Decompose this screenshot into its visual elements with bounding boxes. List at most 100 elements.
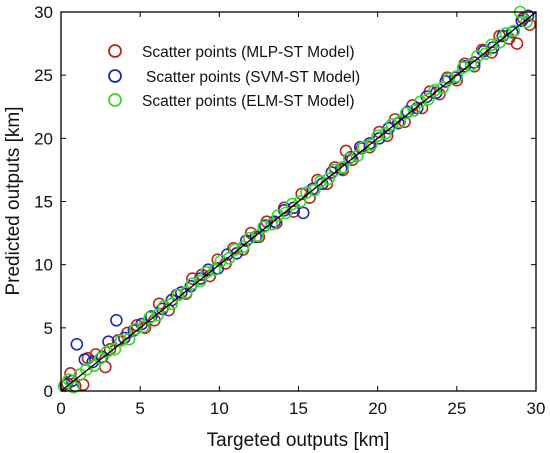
x-axis-label: Targeted outputs [km] [207,430,390,451]
scatter-point-series-3 [371,129,384,143]
scatter-point-series-2 [249,230,263,244]
scatter-point-series-3 [407,104,421,117]
scatter-point-series-3 [293,195,307,208]
scatter-point-series-3 [257,220,270,234]
scatter-point-series-2 [110,313,123,327]
y-tick-label: 0 [44,382,53,401]
scatter-point-series-3 [350,149,364,163]
scatter-point-series-2 [175,286,188,299]
scatter-point-series-2 [410,101,424,115]
scatter-point-series-3 [464,58,478,72]
scatter-point-series-3 [285,197,299,211]
x-tick-label: 5 [135,399,144,418]
scatter-point-series-3 [422,92,435,106]
scatter-point-series-3 [265,217,278,231]
scatter-point-series-3 [214,254,228,268]
y-tick-label: 5 [44,319,53,338]
reference-line [60,11,537,392]
scatter-point-series-3 [228,243,242,256]
scatter-point-series-3 [507,24,521,38]
scatter-point-series-1 [64,367,77,380]
scatter-point-series-3 [271,209,285,222]
scatter-point-series-3 [428,84,441,97]
scatter-point-series-3 [414,95,427,108]
scatter-point-series-2 [70,337,84,351]
data-points-layer [57,5,536,394]
x-tick-label: 25 [447,399,466,418]
scatter-point-series-3 [251,229,264,242]
scatter-point-series-3 [94,351,107,365]
y-axis-ticks: 0 5 10 15 20 25 30 [34,3,536,401]
scatter-point-series-3 [479,47,492,60]
scatter-point-series-3 [243,231,256,245]
scatter-point-series-3 [393,115,407,129]
legend-label-series-3: Scatter points (ELM-ST Model) [142,93,354,110]
scatter-point-series-3 [493,36,506,49]
scatter-point-series-3 [200,265,213,279]
scatter-point-series-3 [499,27,513,40]
y-tick-label: 30 [34,3,53,22]
scatter-point-series-3 [456,61,470,74]
scatter-point-series-3 [157,300,171,313]
scatter-point-series-3 [186,277,199,290]
y-tick-label: 20 [34,129,53,148]
reference-line-layer [60,11,537,392]
x-tick-label: 15 [289,399,308,418]
scatter-point-series-2 [521,9,535,23]
scatter-point-series-3 [442,72,456,86]
scatter-point-series-3 [436,81,449,95]
scatter-point-series-3 [300,186,313,199]
y-tick-label: 25 [34,66,53,85]
scatter-point-series-3 [357,140,370,154]
scatter-point-series-3 [137,320,150,333]
y-tick-label: 15 [34,193,53,212]
scatter-point-series-3 [122,332,136,346]
scatter-point-series-2 [391,116,405,130]
scatter-point-series-2 [306,182,320,196]
scatter-point-series-3 [80,363,93,376]
legend-label-series-2: Scatter points (SVM-ST Model) [146,69,360,86]
scatter-point-series-3 [520,15,533,29]
scatter-point-series-2 [296,206,310,220]
scatter-point-series-2 [505,25,519,39]
scatter-point-series-3 [471,49,484,63]
scatter-point-series-3 [100,345,114,359]
x-tick-label: 10 [210,399,229,418]
scatter-point-series-3 [328,163,342,177]
scatter-point-series-3 [222,252,236,265]
scatter-point-series-3 [279,206,293,220]
scatter-point-series-3 [208,263,221,277]
legend: Scatter points (MLP-ST Model) Scatter poi… [108,44,360,110]
scatter-point-series-3 [314,174,327,188]
scatter-point-series-2 [344,150,358,164]
scatter-point-series-3 [379,126,392,140]
scatter-point-series-3 [342,152,356,165]
scatter-point-series-3 [399,106,413,120]
legend-marker-series-2 [108,69,122,83]
x-axis-ticks: 0 5 10 15 20 25 30 [56,12,545,418]
x-tick-label: 30 [527,399,546,418]
scatter-point-series-3 [365,138,378,151]
x-tick-label: 20 [368,399,387,418]
scatter-point-series-2 [467,56,481,69]
scatter-point-series-3 [108,343,122,356]
scatter-point-series-3 [165,297,179,311]
legend-label-series-1: Scatter points (MLP-ST Model) [142,44,354,61]
scatter-point-series-2 [118,331,131,345]
scatter-point-series-2 [448,71,462,84]
scatter-point-series-3 [179,286,193,299]
scatter-point-series-1 [510,37,524,50]
scatter-point-series-3 [485,38,498,52]
x-tick-label: 0 [56,399,65,418]
y-axis-label: Predicted outputs [km] [3,106,24,295]
scatter-point-series-3 [194,274,207,288]
scatter-point-series-2 [144,310,158,323]
scatter-point-series-1 [103,343,117,356]
y-tick-label: 10 [34,256,53,275]
scatter-point-series-3 [143,311,156,325]
scatter-point-series-3 [450,70,464,83]
scatter-point-series-2 [268,215,282,229]
scatter-point-series-3 [129,322,142,336]
legend-marker-series-3 [108,93,122,107]
